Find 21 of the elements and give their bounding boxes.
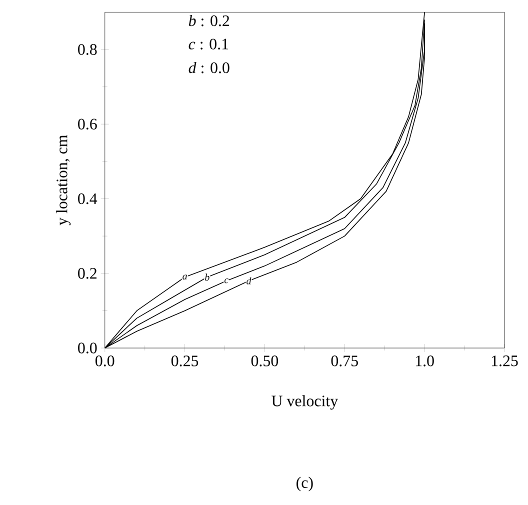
series-label: a	[182, 274, 187, 280]
y-tick-label: 0.6	[78, 118, 97, 130]
y-tick-label: 0.8	[78, 44, 97, 55]
annotation: b : 0.2	[188, 14, 230, 26]
series-label: c	[224, 278, 228, 284]
x-tick-label: 0.50	[251, 356, 278, 366]
series-label: b	[205, 274, 210, 281]
series-label: d	[246, 277, 252, 284]
x-tick-label: 0.75	[331, 356, 358, 366]
y-tick-label: 0.4	[78, 193, 98, 204]
y-axis-title: y location, cm	[56, 134, 71, 226]
x-tick-label: 1.25	[492, 356, 518, 366]
annotation: c : 0.1	[188, 38, 228, 50]
x-tick-label: 1.0	[416, 356, 434, 366]
x-axis-title: U velocity	[272, 395, 338, 410]
x-tick-label: 0.0	[96, 356, 114, 366]
x-tick-label: 0.25	[171, 356, 198, 366]
annotation: d : 0.0	[188, 62, 230, 74]
y-tick-label: 0.2	[78, 268, 96, 279]
y-tick-label: 0.0	[78, 342, 97, 354]
text: (c)	[296, 476, 313, 492]
